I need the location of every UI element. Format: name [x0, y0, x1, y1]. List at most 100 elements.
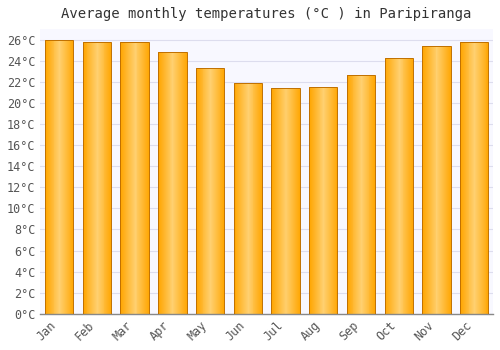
Bar [132, 42, 133, 314]
Bar [180, 52, 181, 314]
Bar [282, 88, 284, 314]
Bar [61, 40, 62, 314]
Bar [126, 42, 127, 314]
Bar [477, 42, 478, 314]
Bar [460, 42, 488, 314]
Bar [388, 57, 390, 314]
Bar [258, 83, 259, 314]
Bar [314, 87, 315, 314]
Bar [240, 83, 242, 314]
Bar [461, 42, 462, 314]
Title: Average monthly temperatures (°C ) in Paripiranga: Average monthly temperatures (°C ) in Pa… [62, 7, 472, 21]
Bar [72, 40, 74, 314]
Bar [215, 68, 216, 314]
Bar [334, 87, 336, 314]
Bar [142, 42, 143, 314]
Bar [143, 42, 144, 314]
Bar [199, 68, 200, 314]
Bar [395, 57, 396, 314]
Bar [448, 46, 450, 314]
Bar [90, 42, 92, 314]
Bar [56, 40, 58, 314]
Bar [52, 40, 54, 314]
Bar [422, 46, 450, 314]
Bar [441, 46, 442, 314]
Bar [324, 87, 325, 314]
Bar [65, 40, 66, 314]
Bar [310, 87, 311, 314]
Bar [316, 87, 318, 314]
Bar [174, 52, 175, 314]
Bar [408, 57, 409, 314]
Bar [410, 57, 411, 314]
Bar [277, 88, 278, 314]
Bar [478, 42, 479, 314]
Bar [138, 42, 140, 314]
Bar [120, 42, 149, 314]
Bar [309, 87, 310, 314]
Bar [312, 87, 313, 314]
Bar [436, 46, 438, 314]
Bar [272, 88, 299, 314]
Bar [243, 83, 244, 314]
Bar [130, 42, 131, 314]
Bar [50, 40, 51, 314]
Bar [245, 83, 246, 314]
Bar [322, 87, 324, 314]
Bar [406, 57, 408, 314]
Bar [468, 42, 469, 314]
Bar [182, 52, 184, 314]
Bar [196, 68, 197, 314]
Bar [297, 88, 298, 314]
Bar [325, 87, 326, 314]
Bar [429, 46, 430, 314]
Bar [241, 83, 242, 314]
Bar [482, 42, 484, 314]
Bar [127, 42, 128, 314]
Bar [392, 57, 393, 314]
Bar [393, 57, 394, 314]
Bar [136, 42, 138, 314]
Bar [446, 46, 447, 314]
Bar [218, 68, 220, 314]
Bar [290, 88, 291, 314]
Bar [279, 88, 280, 314]
Bar [59, 40, 60, 314]
Bar [200, 68, 202, 314]
Bar [425, 46, 426, 314]
Bar [365, 76, 366, 314]
Bar [99, 42, 100, 314]
Bar [479, 42, 480, 314]
Bar [206, 68, 208, 314]
Bar [391, 57, 392, 314]
Bar [66, 40, 67, 314]
Bar [254, 83, 256, 314]
Bar [374, 76, 375, 314]
Bar [384, 57, 413, 314]
Bar [212, 68, 213, 314]
Bar [370, 76, 372, 314]
Bar [86, 42, 88, 314]
Bar [372, 76, 374, 314]
Bar [318, 87, 320, 314]
Bar [134, 42, 136, 314]
Bar [438, 46, 440, 314]
Bar [250, 83, 252, 314]
Bar [161, 52, 162, 314]
Bar [93, 42, 94, 314]
Bar [88, 42, 90, 314]
Bar [249, 83, 250, 314]
Bar [98, 42, 99, 314]
Bar [244, 83, 245, 314]
Bar [362, 76, 363, 314]
Bar [350, 76, 352, 314]
Bar [234, 83, 262, 314]
Bar [481, 42, 482, 314]
Bar [432, 46, 434, 314]
Bar [292, 88, 293, 314]
Bar [465, 42, 466, 314]
Bar [470, 42, 472, 314]
Bar [358, 76, 359, 314]
Bar [463, 42, 464, 314]
Bar [125, 42, 126, 314]
